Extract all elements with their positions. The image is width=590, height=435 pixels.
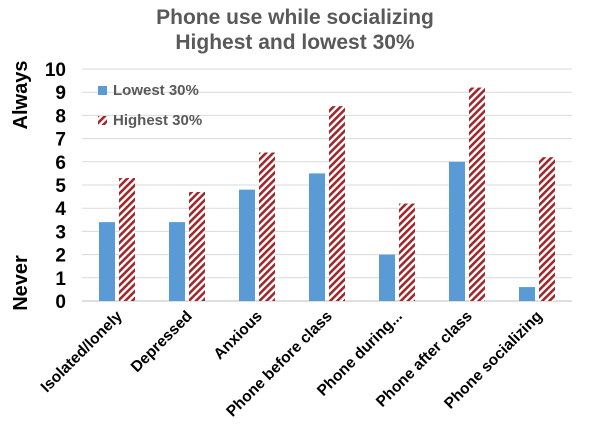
- bar-highest-30: [469, 87, 485, 301]
- chart-title-line-1: Phone use while socializing: [156, 6, 434, 29]
- y-tick-label: 3: [55, 222, 66, 243]
- legend-label: Lowest 30%: [113, 82, 199, 99]
- legend-swatch: [98, 86, 107, 95]
- bar-highest-30: [329, 106, 345, 302]
- bar-lowest-30: [519, 287, 535, 301]
- y-tick-label: 9: [55, 83, 66, 104]
- y-tick-label: 7: [55, 130, 66, 151]
- y-tick-label: 5: [55, 176, 66, 197]
- chart-title-line-2: Highest and lowest 30%: [175, 31, 415, 54]
- x-tick-label: Isolated/lonely: [38, 308, 126, 396]
- y-label-always: Always: [10, 61, 32, 130]
- x-tick-label: Depressed: [128, 308, 196, 376]
- bar-highest-30: [119, 178, 135, 301]
- legend: Lowest 30% Highest 30%: [98, 82, 202, 129]
- y-tick-label: 1: [55, 269, 66, 290]
- gridlines: [82, 68, 572, 279]
- bar-lowest-30: [379, 254, 395, 301]
- bar-highest-30: [189, 191, 205, 301]
- bar-lowest-30: [449, 161, 465, 301]
- legend-swatch: [98, 116, 107, 125]
- bar-lowest-30: [239, 189, 255, 301]
- y-tick-label: 2: [55, 246, 66, 267]
- bar-lowest-30: [309, 173, 325, 301]
- y-tick-label: 10: [45, 60, 66, 81]
- x-tick-label: Anxious: [211, 308, 266, 363]
- bar-highest-30: [539, 157, 555, 301]
- bar-highest-30: [259, 152, 275, 301]
- y-tick-label: 6: [55, 153, 66, 174]
- bar-highest-30: [399, 203, 415, 301]
- y-tick-label: 4: [55, 199, 66, 220]
- bar-lowest-30: [169, 222, 185, 301]
- legend-label: Highest 30%: [113, 112, 202, 129]
- bars: [99, 87, 555, 302]
- y-label-never: Never: [10, 255, 32, 311]
- y-tick-label: 0: [55, 292, 66, 313]
- y-tick-label: 8: [55, 106, 66, 127]
- bar-lowest-30: [99, 222, 115, 301]
